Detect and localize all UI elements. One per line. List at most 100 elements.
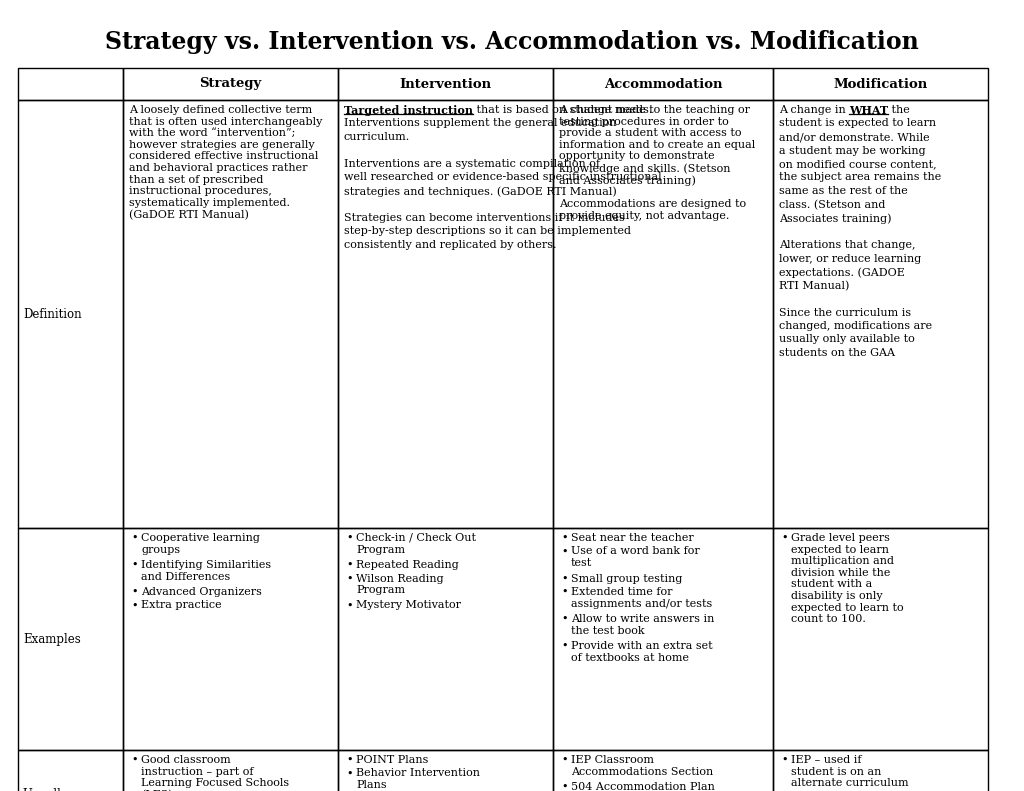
Text: Extended time for
assignments and/or tests: Extended time for assignments and/or tes… bbox=[571, 587, 713, 608]
Text: •: • bbox=[346, 769, 352, 778]
Text: Repeated Reading: Repeated Reading bbox=[356, 560, 459, 570]
Text: Interventions are a systematic compilation of: Interventions are a systematic compilati… bbox=[344, 159, 600, 169]
Bar bbox=[773, 528, 988, 750]
Text: Grade level peers
expected to learn
multiplication and
division while the
studen: Grade level peers expected to learn mult… bbox=[791, 533, 903, 624]
Text: Identifying Similarities
and Differences: Identifying Similarities and Differences bbox=[141, 560, 271, 581]
Bar bbox=[18, 750, 123, 791]
Text: step-by-step descriptions so it can be implemented: step-by-step descriptions so it can be i… bbox=[344, 226, 631, 237]
Text: IEP – used if
student is on an
alternate curriculum: IEP – used if student is on an alternate… bbox=[791, 755, 908, 788]
Text: class. (Stetson and: class. (Stetson and bbox=[779, 199, 886, 210]
Bar bbox=[18, 528, 123, 750]
Text: •: • bbox=[561, 614, 567, 624]
Text: •: • bbox=[561, 547, 567, 557]
Text: Examples: Examples bbox=[23, 633, 81, 645]
Text: •: • bbox=[561, 573, 567, 584]
Text: on modified course content,: on modified course content, bbox=[779, 159, 937, 169]
Bar bbox=[553, 750, 773, 791]
Text: Modification: Modification bbox=[834, 78, 928, 90]
Text: Advanced Organizers: Advanced Organizers bbox=[141, 587, 262, 597]
Text: lower, or reduce learning: lower, or reduce learning bbox=[779, 253, 922, 263]
Text: •: • bbox=[561, 641, 567, 651]
Bar bbox=[338, 750, 553, 791]
Text: student is expected to learn: student is expected to learn bbox=[779, 119, 936, 128]
Text: Seat near the teacher: Seat near the teacher bbox=[571, 533, 693, 543]
Bar bbox=[553, 68, 773, 100]
Text: •: • bbox=[131, 755, 137, 765]
Bar bbox=[123, 100, 338, 528]
Text: strategies and techniques. (GaDOE RTI Manual): strategies and techniques. (GaDOE RTI Ma… bbox=[344, 186, 616, 196]
Text: same as the rest of the: same as the rest of the bbox=[779, 186, 907, 196]
Text: •: • bbox=[561, 782, 567, 791]
Text: •: • bbox=[561, 533, 567, 543]
Bar bbox=[123, 750, 338, 791]
Text: students on the GAA: students on the GAA bbox=[779, 348, 895, 358]
Text: A loosely defined collective term
that is often used interchangeably
with the wo: A loosely defined collective term that i… bbox=[129, 105, 323, 220]
Text: and/or demonstrate. While: and/or demonstrate. While bbox=[779, 132, 930, 142]
Text: the subject area remains the: the subject area remains the bbox=[779, 172, 941, 183]
Text: POINT Plans: POINT Plans bbox=[356, 755, 428, 765]
Bar bbox=[123, 68, 338, 100]
Text: Extra practice: Extra practice bbox=[141, 600, 221, 611]
Text: Use of a word bank for
test: Use of a word bank for test bbox=[571, 547, 699, 568]
Text: •: • bbox=[131, 533, 137, 543]
Text: Check-in / Check Out
Program: Check-in / Check Out Program bbox=[356, 533, 476, 554]
Text: Strategies can become interventions if it includes: Strategies can become interventions if i… bbox=[344, 213, 625, 223]
Bar bbox=[773, 68, 988, 100]
Text: Cooperative learning
groups: Cooperative learning groups bbox=[141, 533, 260, 554]
Bar bbox=[338, 68, 553, 100]
Text: curriculum.: curriculum. bbox=[344, 132, 411, 142]
Text: that is based on student needs.: that is based on student needs. bbox=[473, 105, 652, 115]
Text: •: • bbox=[131, 587, 137, 597]
Text: Strategy: Strategy bbox=[200, 78, 261, 90]
Text: Strategy vs. Intervention vs. Accommodation vs. Modification: Strategy vs. Intervention vs. Accommodat… bbox=[105, 30, 919, 54]
Text: IEP Classroom
Accommodations Section: IEP Classroom Accommodations Section bbox=[571, 755, 714, 777]
Text: Behavior Intervention
Plans: Behavior Intervention Plans bbox=[356, 769, 480, 790]
Text: A change made to the teaching or
testing procedures in order to
provide a studen: A change made to the teaching or testing… bbox=[559, 105, 756, 221]
Text: •: • bbox=[346, 560, 352, 570]
Text: •: • bbox=[346, 755, 352, 765]
Bar bbox=[773, 100, 988, 528]
Text: RTI Manual): RTI Manual) bbox=[779, 281, 849, 291]
Text: Targeted instruction: Targeted instruction bbox=[344, 105, 473, 116]
Text: Mystery Motivator: Mystery Motivator bbox=[356, 600, 461, 611]
Text: Definition: Definition bbox=[23, 308, 82, 320]
Text: •: • bbox=[346, 573, 352, 584]
Bar bbox=[553, 528, 773, 750]
Text: Since the curriculum is: Since the curriculum is bbox=[779, 308, 911, 317]
Text: •: • bbox=[346, 600, 352, 611]
Text: Alterations that change,: Alterations that change, bbox=[779, 240, 915, 250]
Text: •: • bbox=[561, 755, 567, 765]
Text: A change in: A change in bbox=[779, 105, 849, 115]
Text: expectations. (GADOE: expectations. (GADOE bbox=[779, 267, 905, 278]
Text: Small group testing: Small group testing bbox=[571, 573, 682, 584]
Text: WHAT: WHAT bbox=[849, 105, 889, 116]
Bar bbox=[773, 750, 988, 791]
Text: 504 Accommodation Plan: 504 Accommodation Plan bbox=[571, 782, 715, 791]
Text: changed, modifications are: changed, modifications are bbox=[779, 321, 932, 331]
Text: Usually seen
as part of:: Usually seen as part of: bbox=[23, 788, 98, 791]
Text: usually only available to: usually only available to bbox=[779, 335, 914, 345]
Text: •: • bbox=[131, 560, 137, 570]
Text: a student may be working: a student may be working bbox=[779, 146, 926, 156]
Bar bbox=[18, 100, 123, 528]
Bar bbox=[338, 100, 553, 528]
Text: Provide with an extra set
of textbooks at home: Provide with an extra set of textbooks a… bbox=[571, 641, 713, 663]
Text: well researched or evidence-based specific instructional: well researched or evidence-based specif… bbox=[344, 172, 662, 183]
Bar bbox=[18, 68, 123, 100]
Text: •: • bbox=[781, 533, 787, 543]
Bar bbox=[338, 528, 553, 750]
Text: •: • bbox=[346, 533, 352, 543]
Text: Intervention: Intervention bbox=[399, 78, 492, 90]
Text: •: • bbox=[781, 755, 787, 765]
Text: Wilson Reading
Program: Wilson Reading Program bbox=[356, 573, 443, 595]
Text: Interventions supplement the general education: Interventions supplement the general edu… bbox=[344, 119, 616, 128]
Bar bbox=[553, 100, 773, 528]
Text: Accommodation: Accommodation bbox=[604, 78, 722, 90]
Text: the: the bbox=[889, 105, 910, 115]
Bar bbox=[123, 528, 338, 750]
Text: Good classroom
instruction – part of
Learning Focused Schools
(LFS): Good classroom instruction – part of Lea… bbox=[141, 755, 289, 791]
Text: •: • bbox=[561, 587, 567, 597]
Text: consistently and replicated by others.: consistently and replicated by others. bbox=[344, 240, 556, 250]
Text: •: • bbox=[131, 600, 137, 611]
Text: Associates training): Associates training) bbox=[779, 213, 892, 224]
